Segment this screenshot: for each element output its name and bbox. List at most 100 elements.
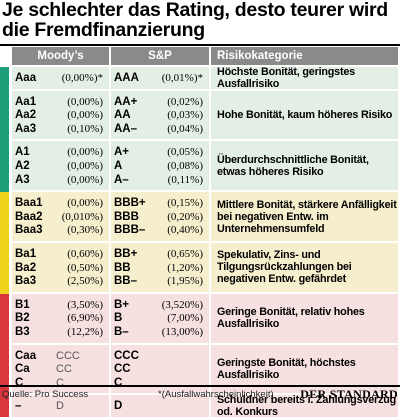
moodys-row: B1 (3,50%) [12,298,109,312]
moodys-default-probability: (0,00%)* [61,72,103,84]
risk-cell: Mittlere Bonität, stärkere Anfälligkeit … [211,192,398,241]
sp-row: AA+ (0,02%) [111,95,209,109]
sp-row: BBB (0,20%) [111,210,209,224]
moodys-row: A1 (0,00%) [12,145,109,159]
sp-row: A+ (0,05%) [111,145,209,159]
moodys-default-probability: (2,50%) [67,275,103,288]
moodys-default-probability: CCC [56,349,80,362]
moodys-cell: Aaa (0,00%)* [12,67,109,89]
moodys-row: Aa2 (0,00%) [12,108,109,122]
sp-rating-code: AA [114,109,131,122]
sp-default-probability: (0,11%) [167,173,203,186]
sp-row: AA (0,03%) [111,108,209,122]
sp-rating-code: C [114,376,123,389]
sp-cell: BBB+ (0,15%) BBB (0,20%) BBB– (0,40%) [111,192,209,241]
moodys-default-probability: (0,10%) [67,122,103,135]
sp-rating-code: AAA [114,72,139,84]
sp-default-probability: (13,00%) [161,325,203,338]
sp-row: CC [111,362,209,376]
moodys-row: B3 (12,2%) [12,325,109,339]
moodys-rating-code: A1 [15,146,30,159]
source-note: Quelle: Pro Success [2,389,89,400]
moodys-rating-code: Baa3 [15,224,43,237]
sp-cell: AAA (0,01%)* [111,67,209,89]
rating-group: Aa1 (0,00%) Aa2 (0,00%) Aa3 (0,10%) AA+ (0,02%)… [12,90,398,140]
sp-default-probability: (0,03%) [167,109,203,122]
moodys-default-probability: D [56,400,64,413]
moodys-rating-code: A3 [15,173,30,186]
sp-default-probability: (0,40%) [167,224,203,237]
moodys-default-probability: (0,00%) [67,173,103,186]
rating-group: B1 (3,50%) B2 (6,90%) B3 (12,2%) B+ (3,520%) B (7… [12,293,398,343]
moodys-rating-code: Caa [15,349,37,362]
moodys-row: Baa2 (0,010%) [12,210,109,224]
moodys-row: Ba2 (0,50%) [12,261,109,275]
moodys-rating-code: Baa2 [15,210,43,223]
brand-logo: DER STANDARD [300,387,398,401]
risk-description: Spekulativ, Zins- und Tilgungsrückzahlun… [217,249,352,286]
moodys-row: A3 (0,00%) [12,173,109,187]
moodys-row: B2 (6,90%) [12,311,109,325]
moodys-cell: Baa1 (0,00%) Baa2 (0,010%) Baa3 (0,30%) [12,192,109,241]
sp-default-probability: (0,08%) [167,159,203,172]
moodys-rating-code: Aa1 [15,95,37,108]
sp-default-probability: (1,20%) [167,261,203,274]
sp-default-probability: (0,04%) [167,122,203,135]
sp-rating-code: A+ [114,146,130,159]
band-yellow [0,243,9,294]
sp-row: A (0,08%) [111,159,209,173]
sp-rating-code: B [114,312,123,325]
risk-cell: Überdurchschnittliche Bonität, etwas höh… [211,141,398,191]
moodys-default-probability: (0,60%) [67,248,103,260]
sp-rating-code: CCC [114,349,139,362]
moodys-default-probability: (0,00%) [67,159,103,172]
sp-default-probability: (0,20%) [167,210,203,223]
header-risk: Risikokategorie [211,47,398,65]
band-green [0,67,9,91]
band-red [0,293,9,345]
moodys-rating-code: B2 [15,312,30,325]
sp-row: A– (0,11%) [111,173,209,187]
sp-row: AA– (0,04%) [111,122,209,136]
moodys-rating-code: Aa2 [15,109,37,122]
risk-description: Höchste Bonität, geringstes Ausfallrisik… [217,65,355,90]
sp-row: D [111,399,209,413]
sp-cell: BB+ (0,65%) BB (1,20%) BB– (1,95%) [111,243,209,292]
band-green [0,141,9,193]
risk-cell: Höchste Bonität, geringstes Ausfallrisik… [211,65,398,90]
moodys-default-probability: (6,90%) [67,312,103,325]
rating-group: A1 (0,00%) A2 (0,00%) A3 (0,00%) A+ (0,05%) A (0,… [12,141,398,191]
sp-rating-code: BB– [114,275,138,288]
sp-cell: A+ (0,05%) A (0,08%) A– (0,11%) [111,141,209,191]
sp-cell: AA+ (0,02%) AA (0,03%) AA– (0,04%) [111,90,209,140]
moodys-default-probability: (0,010%) [61,210,103,223]
moodys-row: Ba3 (2,50%) [12,274,109,288]
header-moodys: Moody’s [12,47,109,65]
moodys-rating-code: B3 [15,325,30,338]
moodys-rating-code: Ba3 [15,275,37,288]
moodys-row: Aaa (0,00%)* [12,71,109,85]
sp-rating-code: A– [114,173,129,186]
moodys-row: Ba1 (0,60%) [12,247,109,261]
moodys-rating-code: C [15,376,24,389]
moodys-default-probability: CC [56,363,72,376]
footnote: *(Ausfallwahrscheinlichkeit) [158,389,274,400]
moodys-rating-code: B1 [15,298,30,311]
moodys-default-probability: (0,50%) [67,261,103,274]
moodys-rating-code: – [15,400,22,413]
rating-group: Baa1 (0,00%) Baa2 (0,010%) Baa3 (0,30%) BBB+ (0… [12,192,398,241]
rating-group: Aaa (0,00%)* AAA (0,01%)* Höchste Bonität, g… [12,65,398,90]
risk-cell: Geringe Bonität, relativ hohes Ausfallri… [211,293,398,343]
sp-row: B– (13,00%) [111,325,209,339]
sp-default-probability: (0,65%) [167,248,203,260]
moodys-cell: A1 (0,00%) A2 (0,00%) A3 (0,00%) [12,141,109,191]
sp-rating-code: BB [114,261,131,274]
sp-rating-code: D [114,400,123,413]
sp-rating-code: B+ [114,298,130,311]
risk-description: Hohe Bonität, kaum höheres Risiko [217,108,393,121]
moodys-cell: Ba1 (0,60%) Ba2 (0,50%) Ba3 (2,50%) [12,243,109,292]
sp-row: B (7,00%) [111,311,209,325]
top-rule [0,44,400,46]
sp-default-probability: (0,05%) [167,146,203,159]
